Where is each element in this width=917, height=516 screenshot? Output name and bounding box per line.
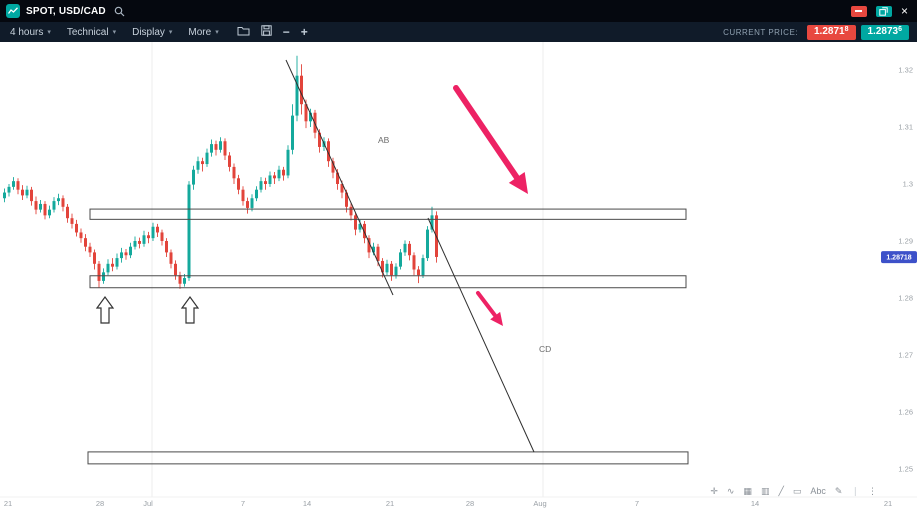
more-menu-label: More xyxy=(188,26,212,38)
price-tick-label: 1.32 xyxy=(898,66,913,75)
chevron-down-icon: ▾ xyxy=(112,29,117,36)
chart-area[interactable]: AB CD 1.32 1.31 1.3 1.29 1.28 1.27 1.26 1.25 21 28 J… xyxy=(0,42,917,516)
technical-menu[interactable]: Technical ▾ xyxy=(67,27,116,38)
current-price-tag-value: 1.28718 xyxy=(886,255,911,262)
buy-price-badge[interactable]: 1.28736 xyxy=(860,24,909,40)
pattern-tool-icon[interactable]: ▦ xyxy=(743,486,752,496)
date-tick-label: 14 xyxy=(751,499,759,508)
timeframe-menu-label: 4 hours xyxy=(10,26,44,38)
candlestick-chart[interactable]: AB CD 1.32 1.31 1.3 1.29 1.28 1.27 1.26 1.25 21 28 J… xyxy=(0,42,917,516)
timeframe-menu[interactable]: 4 hours ▾ xyxy=(10,27,51,38)
momentum-arrow[interactable] xyxy=(453,85,520,181)
technical-menu-label: Technical xyxy=(66,26,109,38)
sell-price-pip: 8 xyxy=(844,25,849,33)
current-price-label: CURRENT PRICE: xyxy=(723,27,798,37)
momentum-arrow[interactable] xyxy=(476,291,498,318)
open-folder-icon[interactable] xyxy=(237,23,250,41)
date-tick-label: Jul xyxy=(143,499,153,508)
chart-toolbar: 4 hours ▾ Technical ▾ Display ▾ More ▾ xyxy=(0,22,917,42)
date-tick-label: 21 xyxy=(884,499,892,508)
display-menu-label: Display xyxy=(132,26,165,38)
trendline-tool-icon[interactable]: ╱ xyxy=(778,486,784,496)
momentum-arrowhead xyxy=(490,311,503,326)
popout-button[interactable] xyxy=(875,5,892,17)
zoom-in-button[interactable]: + xyxy=(300,25,308,39)
trendline-cd-label: CD xyxy=(539,344,551,354)
date-tick-label: 28 xyxy=(466,499,474,508)
date-tick-label: Aug xyxy=(533,499,546,508)
trendline-ab-label: AB xyxy=(378,135,390,145)
zoom-out-button[interactable]: − xyxy=(282,25,290,39)
minimize-icon xyxy=(855,10,863,12)
momentum-arrowhead xyxy=(508,172,528,194)
date-tick-label: 7 xyxy=(241,499,245,508)
window-title: SPOT, USD/CAD xyxy=(26,5,106,17)
resistance-zone[interactable] xyxy=(89,208,687,220)
text-tool-icon[interactable]: Abc xyxy=(810,486,826,496)
search-icon[interactable] xyxy=(114,6,125,17)
bullish-up-arrow[interactable] xyxy=(95,295,115,324)
chart-app-icon xyxy=(6,4,20,18)
more-menu[interactable]: More ▾ xyxy=(188,27,218,38)
support-zone[interactable] xyxy=(89,275,687,289)
chevron-down-icon: ▾ xyxy=(47,29,51,36)
chevron-down-icon: ▾ xyxy=(215,29,219,36)
minimize-button[interactable] xyxy=(850,5,867,17)
price-tick-label: 1.27 xyxy=(898,351,913,360)
price-tick-label: 1.25 xyxy=(898,465,913,474)
price-tick-label: 1.28 xyxy=(898,294,913,303)
buy-price-pip: 6 xyxy=(898,25,902,33)
sell-price-value: 1.2871 xyxy=(814,25,845,37)
buy-price-value: 1.2873 xyxy=(867,25,899,37)
date-tick-label: 21 xyxy=(4,499,12,508)
display-menu[interactable]: Display ▾ xyxy=(132,27,172,38)
current-price-tag xyxy=(881,251,917,264)
titlebar: SPOT, USD/CAD × xyxy=(0,0,917,22)
price-tick-label: 1.3 xyxy=(903,180,913,189)
freehand-tool-icon[interactable]: ∿ xyxy=(726,486,735,496)
close-button[interactable]: × xyxy=(900,4,908,18)
pencil-tool-icon[interactable]: ✎ xyxy=(834,486,843,496)
date-tick-label: 7 xyxy=(635,499,639,508)
crosshair-tool-icon[interactable]: ✛ xyxy=(710,486,718,496)
price-tick-label: 1.29 xyxy=(898,237,913,246)
trendline-cd[interactable] xyxy=(427,217,535,453)
sell-price-badge[interactable]: 1.28718 xyxy=(807,24,856,40)
bullish-up-arrow[interactable] xyxy=(180,295,200,324)
toolbar-divider: ❘ xyxy=(851,486,859,496)
price-tick-label: 1.26 xyxy=(898,408,913,417)
target-zone[interactable] xyxy=(87,451,689,465)
candles xyxy=(3,55,438,289)
chevron-down-icon: ▾ xyxy=(168,29,173,36)
date-tick-label: 28 xyxy=(96,499,104,508)
shape-tool-icon[interactable]: ▭ xyxy=(792,486,802,496)
indicator-tool-icon[interactable]: ▥ xyxy=(760,486,770,496)
more-tools-icon[interactable]: ⋮ xyxy=(868,486,877,496)
price-tick-label: 1.31 xyxy=(898,123,913,132)
drawing-toolbar: ✛ ∿ ▦ ▥ ╱ ▭ Abc ✎ ❘ ⋮ xyxy=(710,487,877,496)
date-tick-label: 21 xyxy=(386,499,394,508)
date-tick-label: 14 xyxy=(303,499,311,508)
save-icon[interactable] xyxy=(261,23,272,41)
popout-icon xyxy=(879,6,889,16)
trendline-ab[interactable] xyxy=(285,59,394,296)
